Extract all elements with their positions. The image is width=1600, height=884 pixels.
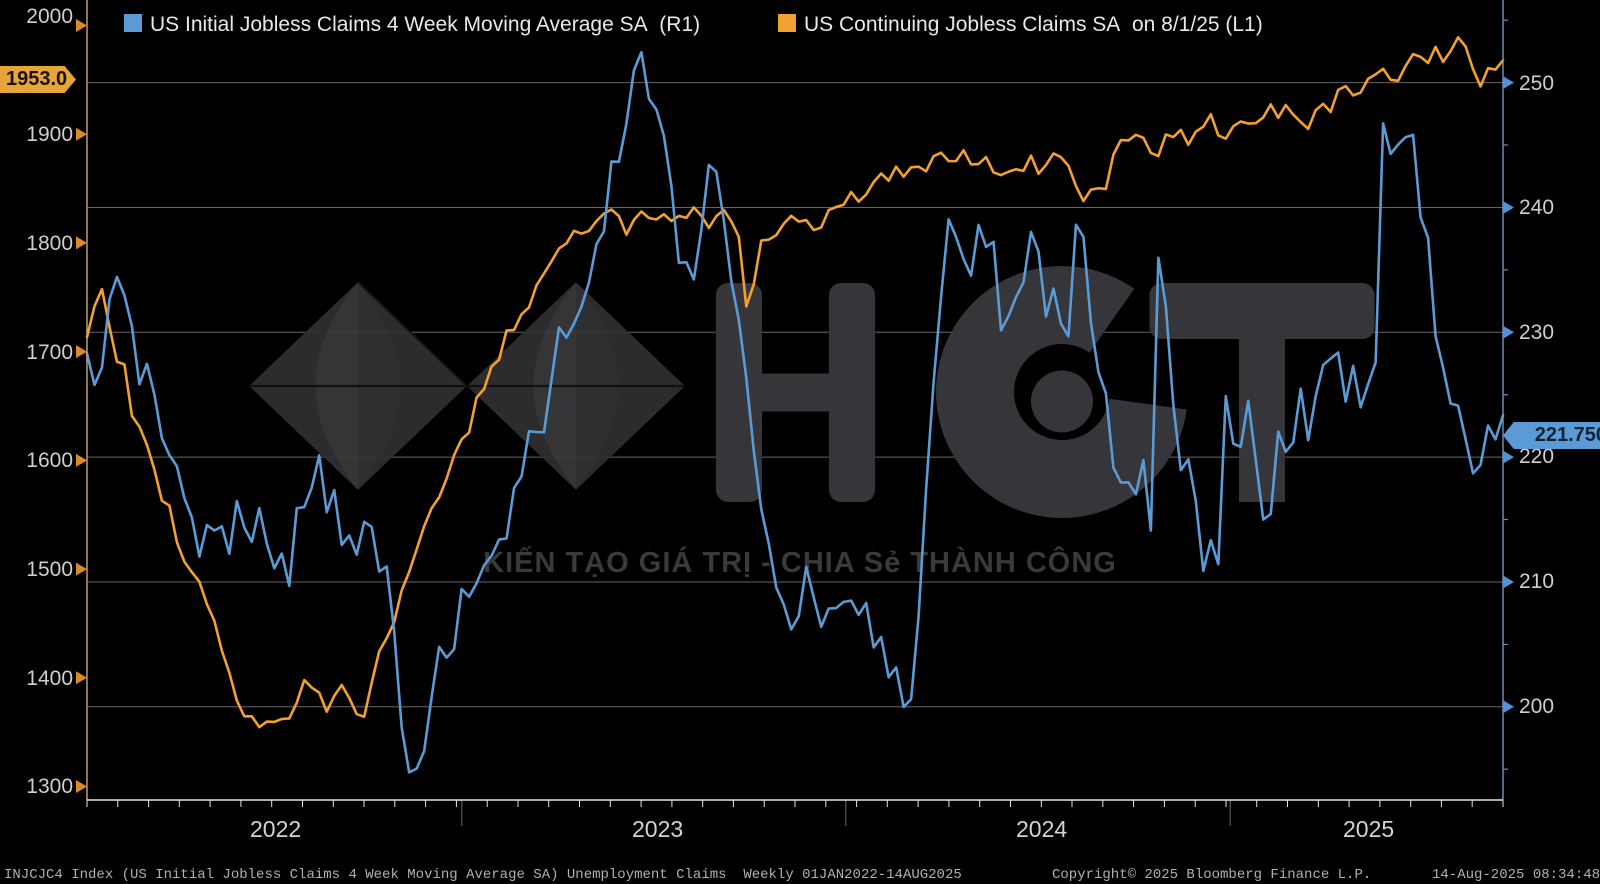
svg-text:KIẾN TẠO GIÁ TRỊ - CHIA Sẻ THÀ: KIẾN TẠO GIÁ TRỊ - CHIA Sẻ THÀNH CÔNG — [483, 545, 1117, 579]
